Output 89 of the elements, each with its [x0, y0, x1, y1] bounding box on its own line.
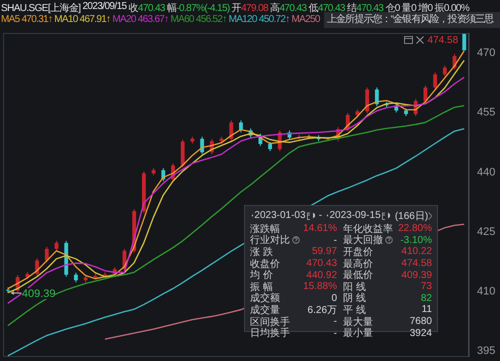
text: MA60 [170, 14, 195, 25]
candlestick [35, 258, 40, 276]
annotation: 成交量 [250, 304, 280, 317]
annotation: 59.97 [310, 246, 338, 258]
annotation: 区间换手 [250, 316, 291, 328]
line-series [7, 128, 465, 356]
annotation: - [332, 234, 338, 246]
annotation: 阳 线 [343, 280, 367, 293]
text: 结470.43 [346, 3, 384, 14]
annotation: 410.22 [400, 246, 432, 258]
text: MA5 [1, 14, 21, 25]
text: 2023/09/15 [82, 1, 126, 14]
text: 开479.08 [232, 3, 268, 14]
annotation: 0 [330, 292, 338, 304]
annotation: 涨 跌 [250, 246, 274, 259]
annotation: 最低价 [343, 269, 374, 282]
annotation: 11 [420, 304, 432, 316]
annotation: 阴 线 [343, 292, 367, 304]
annotation: 409.39 [400, 270, 432, 281]
text: 463.67↑ [138, 14, 168, 25]
annotation: 14.61% [302, 223, 338, 234]
text: 低470.43 [308, 3, 345, 14]
annotation: - [318, 210, 322, 221]
annotation: 440.92 [305, 270, 338, 281]
line-series [7, 105, 465, 326]
annotation: 2023-01-03 [254, 210, 306, 221]
text: 470.31↑ [22, 14, 52, 25]
annotation: - [332, 316, 338, 328]
annotation: (166日) [394, 210, 428, 222]
text: 456.52↑ [196, 14, 227, 25]
y-tick-label: 440 [477, 166, 496, 178]
annotation: 409.39 [22, 288, 56, 300]
annotation: 470.43 [305, 258, 338, 270]
annotation: 22.80% [397, 223, 432, 234]
annotation: 82 [420, 292, 432, 304]
annotation: 收盘价 [250, 258, 281, 270]
annotation: 3924 [408, 328, 432, 339]
annotation: 15.88% [302, 281, 338, 292]
annotation: 开盘价 [343, 246, 374, 258]
text: 467.91↑ [80, 14, 110, 25]
candlestick [200, 136, 204, 155]
text: 量0 [402, 3, 416, 14]
y-tick-label: 410 [477, 286, 496, 298]
y-tick-label: 455 [477, 106, 496, 119]
text: 增0 [418, 3, 432, 14]
annotation: 73 [420, 281, 432, 292]
annotation: 最大回撤 [343, 234, 384, 247]
annotation: 474.58 [400, 258, 432, 270]
annotation: 涨跌幅 [250, 222, 280, 235]
annotation: 2023-09-15 [329, 210, 381, 221]
text: 仓0 [385, 3, 400, 14]
candlestick [74, 272, 78, 283]
text: 收470.43 [128, 3, 165, 14]
candlestick [365, 86, 370, 114]
annotation: 474.58 [428, 34, 459, 46]
text: 幅-0.87%(-4.15) [166, 3, 230, 14]
annotation: 均 价 [250, 269, 274, 282]
annotation: 振 幅 [250, 280, 273, 293]
candlestick [374, 86, 379, 107]
annotation: 最高价 [343, 258, 374, 270]
candlestick [462, 33, 466, 51]
annotation: 平 线 [343, 304, 367, 316]
annotation: 日均换手 [250, 326, 291, 340]
text: MA250 [292, 14, 320, 25]
candlestick [54, 240, 58, 252]
y-tick-label: 395 [477, 345, 496, 358]
annotation: 年化收益率 [343, 222, 394, 235]
y-tick-label: 470 [477, 46, 496, 59]
annotation: 最大量 [343, 316, 374, 328]
text: MA120 [228, 14, 258, 25]
annotation: - [332, 328, 338, 339]
candlestick [268, 141, 272, 152]
candlestick [442, 65, 447, 77]
candlestick [433, 72, 438, 90]
annotation: 最小量 [343, 326, 374, 340]
text: SHAU.SGE[上海金] [1, 2, 80, 15]
text: MA10 [54, 14, 79, 25]
annotation: 行业对比 [250, 234, 291, 246]
annotation: 成交额 [250, 292, 281, 304]
annotation: -3.10% [399, 234, 432, 246]
text: 450.72↑ [258, 14, 290, 25]
annotation: 7680 [408, 316, 432, 328]
text: 振0.00% [434, 3, 470, 14]
annotation: 6.26万 [306, 304, 338, 317]
text: 高470.43 [270, 3, 306, 14]
text: 上金所提示您：“金银有风险，投资须三思 [324, 12, 500, 28]
candlestick [423, 84, 428, 104]
y-tick-label: 425 [477, 226, 496, 238]
text: MA20 [112, 14, 137, 25]
